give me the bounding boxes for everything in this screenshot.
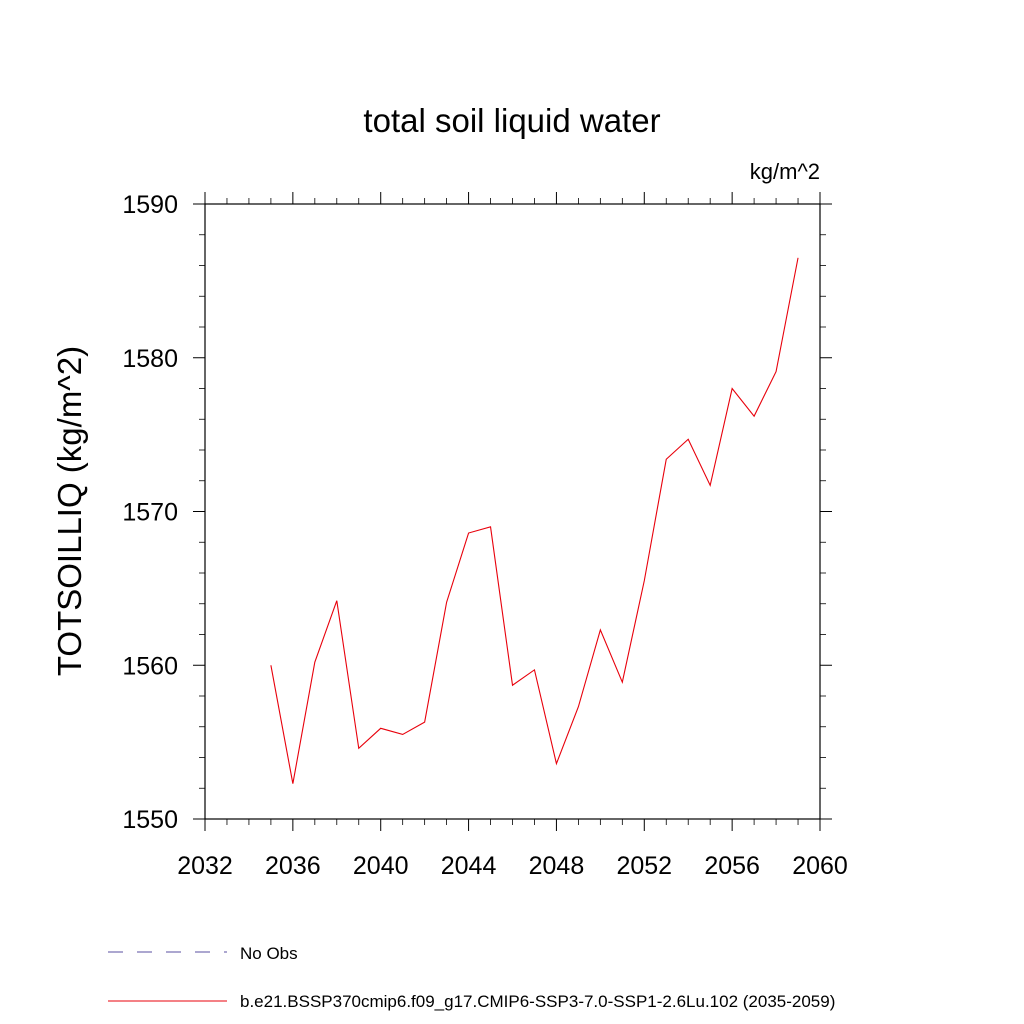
y-tick-label: 1570 [122,499,178,527]
chart-title: total soil liquid water [363,102,660,139]
y-axis-label: TOTSOILLIQ (kg/m^2) [51,346,88,676]
x-tick-label: 2044 [441,852,497,880]
y-tick-label: 1560 [122,652,178,680]
x-tick-label: 2052 [616,852,672,880]
x-tick-label: 2036 [265,852,321,880]
legend-label-no-obs: No Obs [240,944,298,963]
x-tick-label: 2056 [704,852,760,880]
series-line-0 [270,257,799,784]
units-label: kg/m^2 [750,159,820,184]
axis-ticks [193,192,832,831]
legend-label-run: b.e21.BSSP370cmip6.f09_g17.CMIP6-SSP3-7.… [240,992,835,1011]
y-tick-label: 1550 [122,806,178,834]
y-tick-label: 1580 [122,345,178,373]
series-lines [270,257,799,784]
plot-area: 2032 2036 2040 2044 2048 2052 2056 2060 1550 1560… [122,191,847,880]
plot-frame [204,203,821,820]
x-tick-label: 2060 [792,852,848,880]
legend: No Obs b.e21.BSSP370cmip6.f09_g17.CMIP6-… [108,944,835,1011]
axis-tick-labels: 2032 2036 2040 2044 2048 2052 2056 2060 1550 1560… [122,191,847,880]
x-tick-label: 2040 [353,852,409,880]
y-tick-label: 1590 [122,191,178,219]
x-tick-label: 2048 [529,852,585,880]
x-tick-label: 2032 [177,852,233,880]
